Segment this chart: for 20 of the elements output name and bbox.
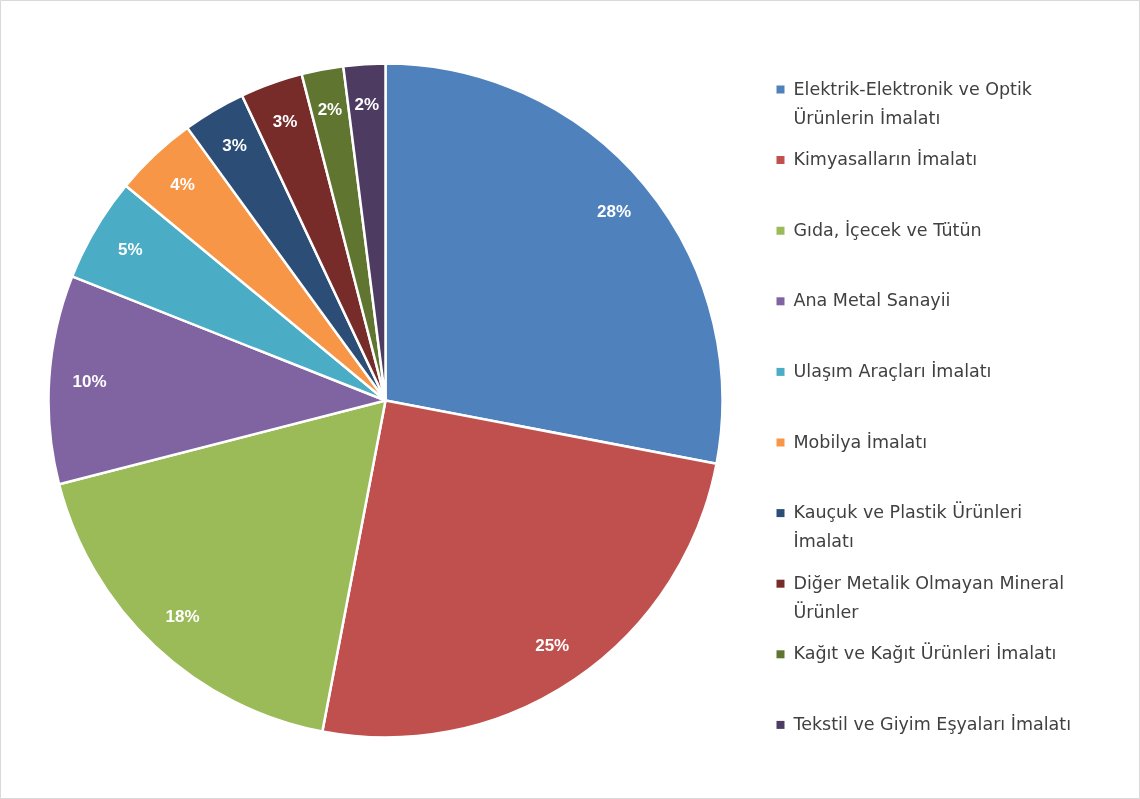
data-label: 3% [272,111,298,131]
legend-label: Gıda, İçecek ve Tütün [793,219,982,240]
data-label: 3% [222,135,247,155]
data-label: 18% [165,607,200,627]
legend-label: Kimyasalların İmalatı [793,149,978,170]
data-label: 25% [535,636,570,656]
legend-label: Kauçuk ve Plastik Ürünleri İmalatı [793,501,1023,552]
data-label: 4% [170,174,195,194]
data-label: 28% [596,201,632,221]
legend-label: Ana Metal Sanayii [793,290,951,311]
legend-label: Elektrik-Elektronik ve Optik Ürünlerin İmalatı [793,78,1033,128]
legend-label: Mobilya İmalatı [793,431,928,452]
data-label: 2% [354,95,380,115]
legend-label: Tekstil ve Giyim Eşyaları İmalatı [792,713,1072,734]
data-label: 5% [117,240,143,260]
data-label: 10% [72,372,107,392]
data-label: 2% [317,99,343,119]
legend-label: Kağıt ve Kağıt Ürünleri İmalatı [793,642,1057,664]
legend-label: Ulaşım Araçları İmalatı [793,360,992,381]
legend-label: Diğer Metalik Olmayan Mineral Ürünler [793,572,1065,622]
